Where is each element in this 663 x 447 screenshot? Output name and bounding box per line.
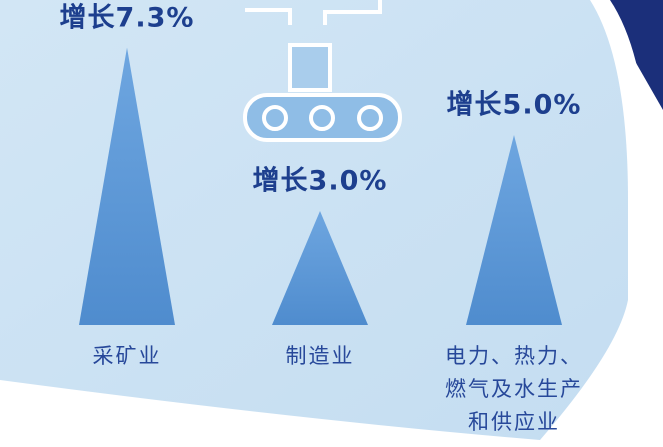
triangle [272, 211, 368, 325]
factory-icon [243, 0, 402, 142]
triangle [466, 135, 562, 325]
value-label: 增长5.0% [446, 89, 582, 121]
value-label: 增长3.0% [252, 165, 388, 197]
triangles [79, 47, 562, 325]
triangle [79, 47, 175, 325]
category-label: 制造业 [285, 344, 355, 368]
panel [0, 0, 628, 440]
category-label: 采矿业 [92, 344, 162, 368]
value-label: 增长7.3% [59, 2, 195, 34]
category-label: 电力、热力、燃气及水生产和供应业 [445, 344, 583, 434]
